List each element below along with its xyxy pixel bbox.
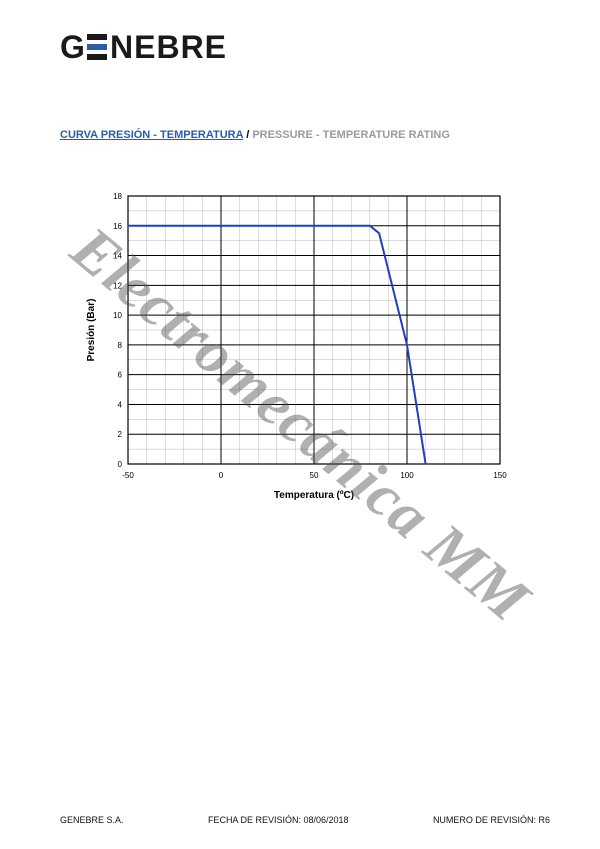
footer-rev-num-label: NUMERO DE REVISIÓN: bbox=[433, 815, 536, 825]
section-title-sep: / bbox=[243, 129, 252, 141]
svg-text:4: 4 bbox=[118, 400, 123, 409]
svg-text:6: 6 bbox=[118, 371, 123, 380]
section-title-en: PRESSURE - TEMPERATURE RATING bbox=[252, 129, 450, 141]
footer-rev-num: NUMERO DE REVISIÓN: R6 bbox=[433, 815, 550, 825]
logo-svg: G NEBRE bbox=[60, 30, 260, 66]
svg-text:-50: -50 bbox=[122, 471, 134, 480]
footer-rev-num-value: R6 bbox=[538, 815, 550, 825]
footer: GENEBRE S.A. FECHA DE REVISIÓN: 08/06/20… bbox=[60, 815, 550, 825]
footer-rev-date-value: 08/06/2018 bbox=[303, 815, 348, 825]
svg-text:NEBRE: NEBRE bbox=[110, 30, 227, 65]
svg-text:12: 12 bbox=[113, 281, 122, 290]
svg-text:10: 10 bbox=[113, 311, 122, 320]
svg-text:G: G bbox=[60, 30, 86, 65]
svg-text:16: 16 bbox=[113, 222, 122, 231]
chart-svg: -50 0 50 100 150 0 2 4 6 8 10 12 14 16 18 Temperatura (… bbox=[80, 186, 510, 506]
svg-text:2: 2 bbox=[118, 430, 123, 439]
svg-text:50: 50 bbox=[310, 471, 319, 480]
section-title-es: CURVA PRESIÓN - TEMPERATURA bbox=[60, 129, 243, 141]
svg-text:18: 18 bbox=[113, 192, 122, 201]
footer-company: GENEBRE S.A. bbox=[60, 815, 124, 825]
pressure-temperature-chart: -50 0 50 100 150 0 2 4 6 8 10 12 14 16 18 Temperatura (… bbox=[80, 186, 510, 506]
svg-text:0: 0 bbox=[118, 460, 123, 469]
svg-text:0: 0 bbox=[219, 471, 224, 480]
svg-text:14: 14 bbox=[113, 252, 122, 261]
svg-text:100: 100 bbox=[400, 471, 414, 480]
section-title: CURVA PRESIÓN - TEMPERATURA / PRESSURE -… bbox=[60, 129, 550, 141]
brand-logo: G NEBRE bbox=[60, 30, 550, 74]
footer-rev-date: FECHA DE REVISIÓN: 08/06/2018 bbox=[208, 815, 349, 825]
page: G NEBRE CURVA PRESIÓN - TEMPERATURA / PR… bbox=[0, 0, 600, 849]
svg-text:Presión (Bar): Presión (Bar) bbox=[86, 299, 97, 362]
svg-text:150: 150 bbox=[493, 471, 507, 480]
svg-text:8: 8 bbox=[118, 341, 123, 350]
footer-rev-date-label: FECHA DE REVISIÓN: bbox=[208, 815, 301, 825]
svg-text:Temperatura (ºC): Temperatura (ºC) bbox=[274, 490, 354, 501]
